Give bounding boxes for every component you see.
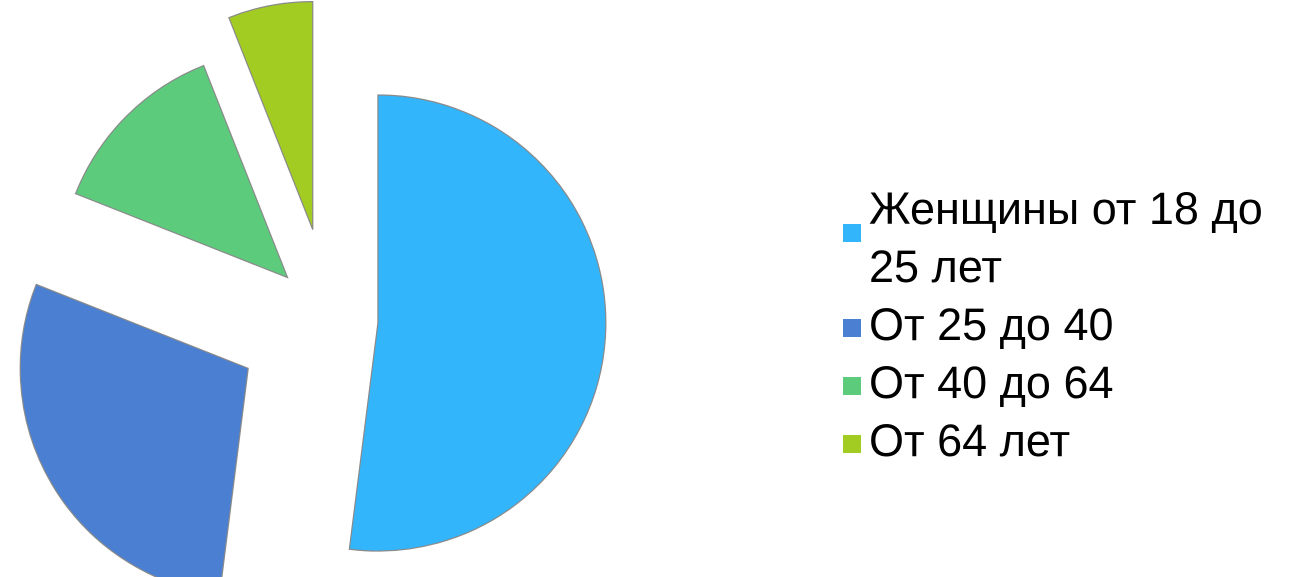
- legend-swatch: [843, 318, 861, 337]
- legend-item-25-40: От 25 до 40: [843, 296, 1299, 354]
- legend-item-64-plus: От 64 лет: [843, 412, 1299, 470]
- pie-slice-3: [74, 64, 289, 279]
- legend-label: Женщины от 18 до 25 лет: [869, 183, 1263, 292]
- legend-label: От 40 до 64: [869, 357, 1114, 408]
- legend-swatch: [843, 434, 861, 453]
- legend-label: От 25 до 40: [869, 299, 1114, 350]
- chart-legend: Женщины от 18 до 25 лет От 25 до 40 От 4…: [843, 180, 1299, 470]
- legend-swatch: [843, 224, 861, 242]
- legend-label: От 64 лет: [869, 415, 1071, 466]
- legend-item-women-18-25: Женщины от 18 до 25 лет: [843, 180, 1299, 296]
- pie-slice-2: [19, 283, 249, 577]
- legend-swatch: [843, 376, 861, 395]
- pie-slice-1: [348, 94, 607, 552]
- legend-item-40-64: От 40 до 64: [843, 354, 1299, 412]
- pie-slice-4: [228, 1, 314, 230]
